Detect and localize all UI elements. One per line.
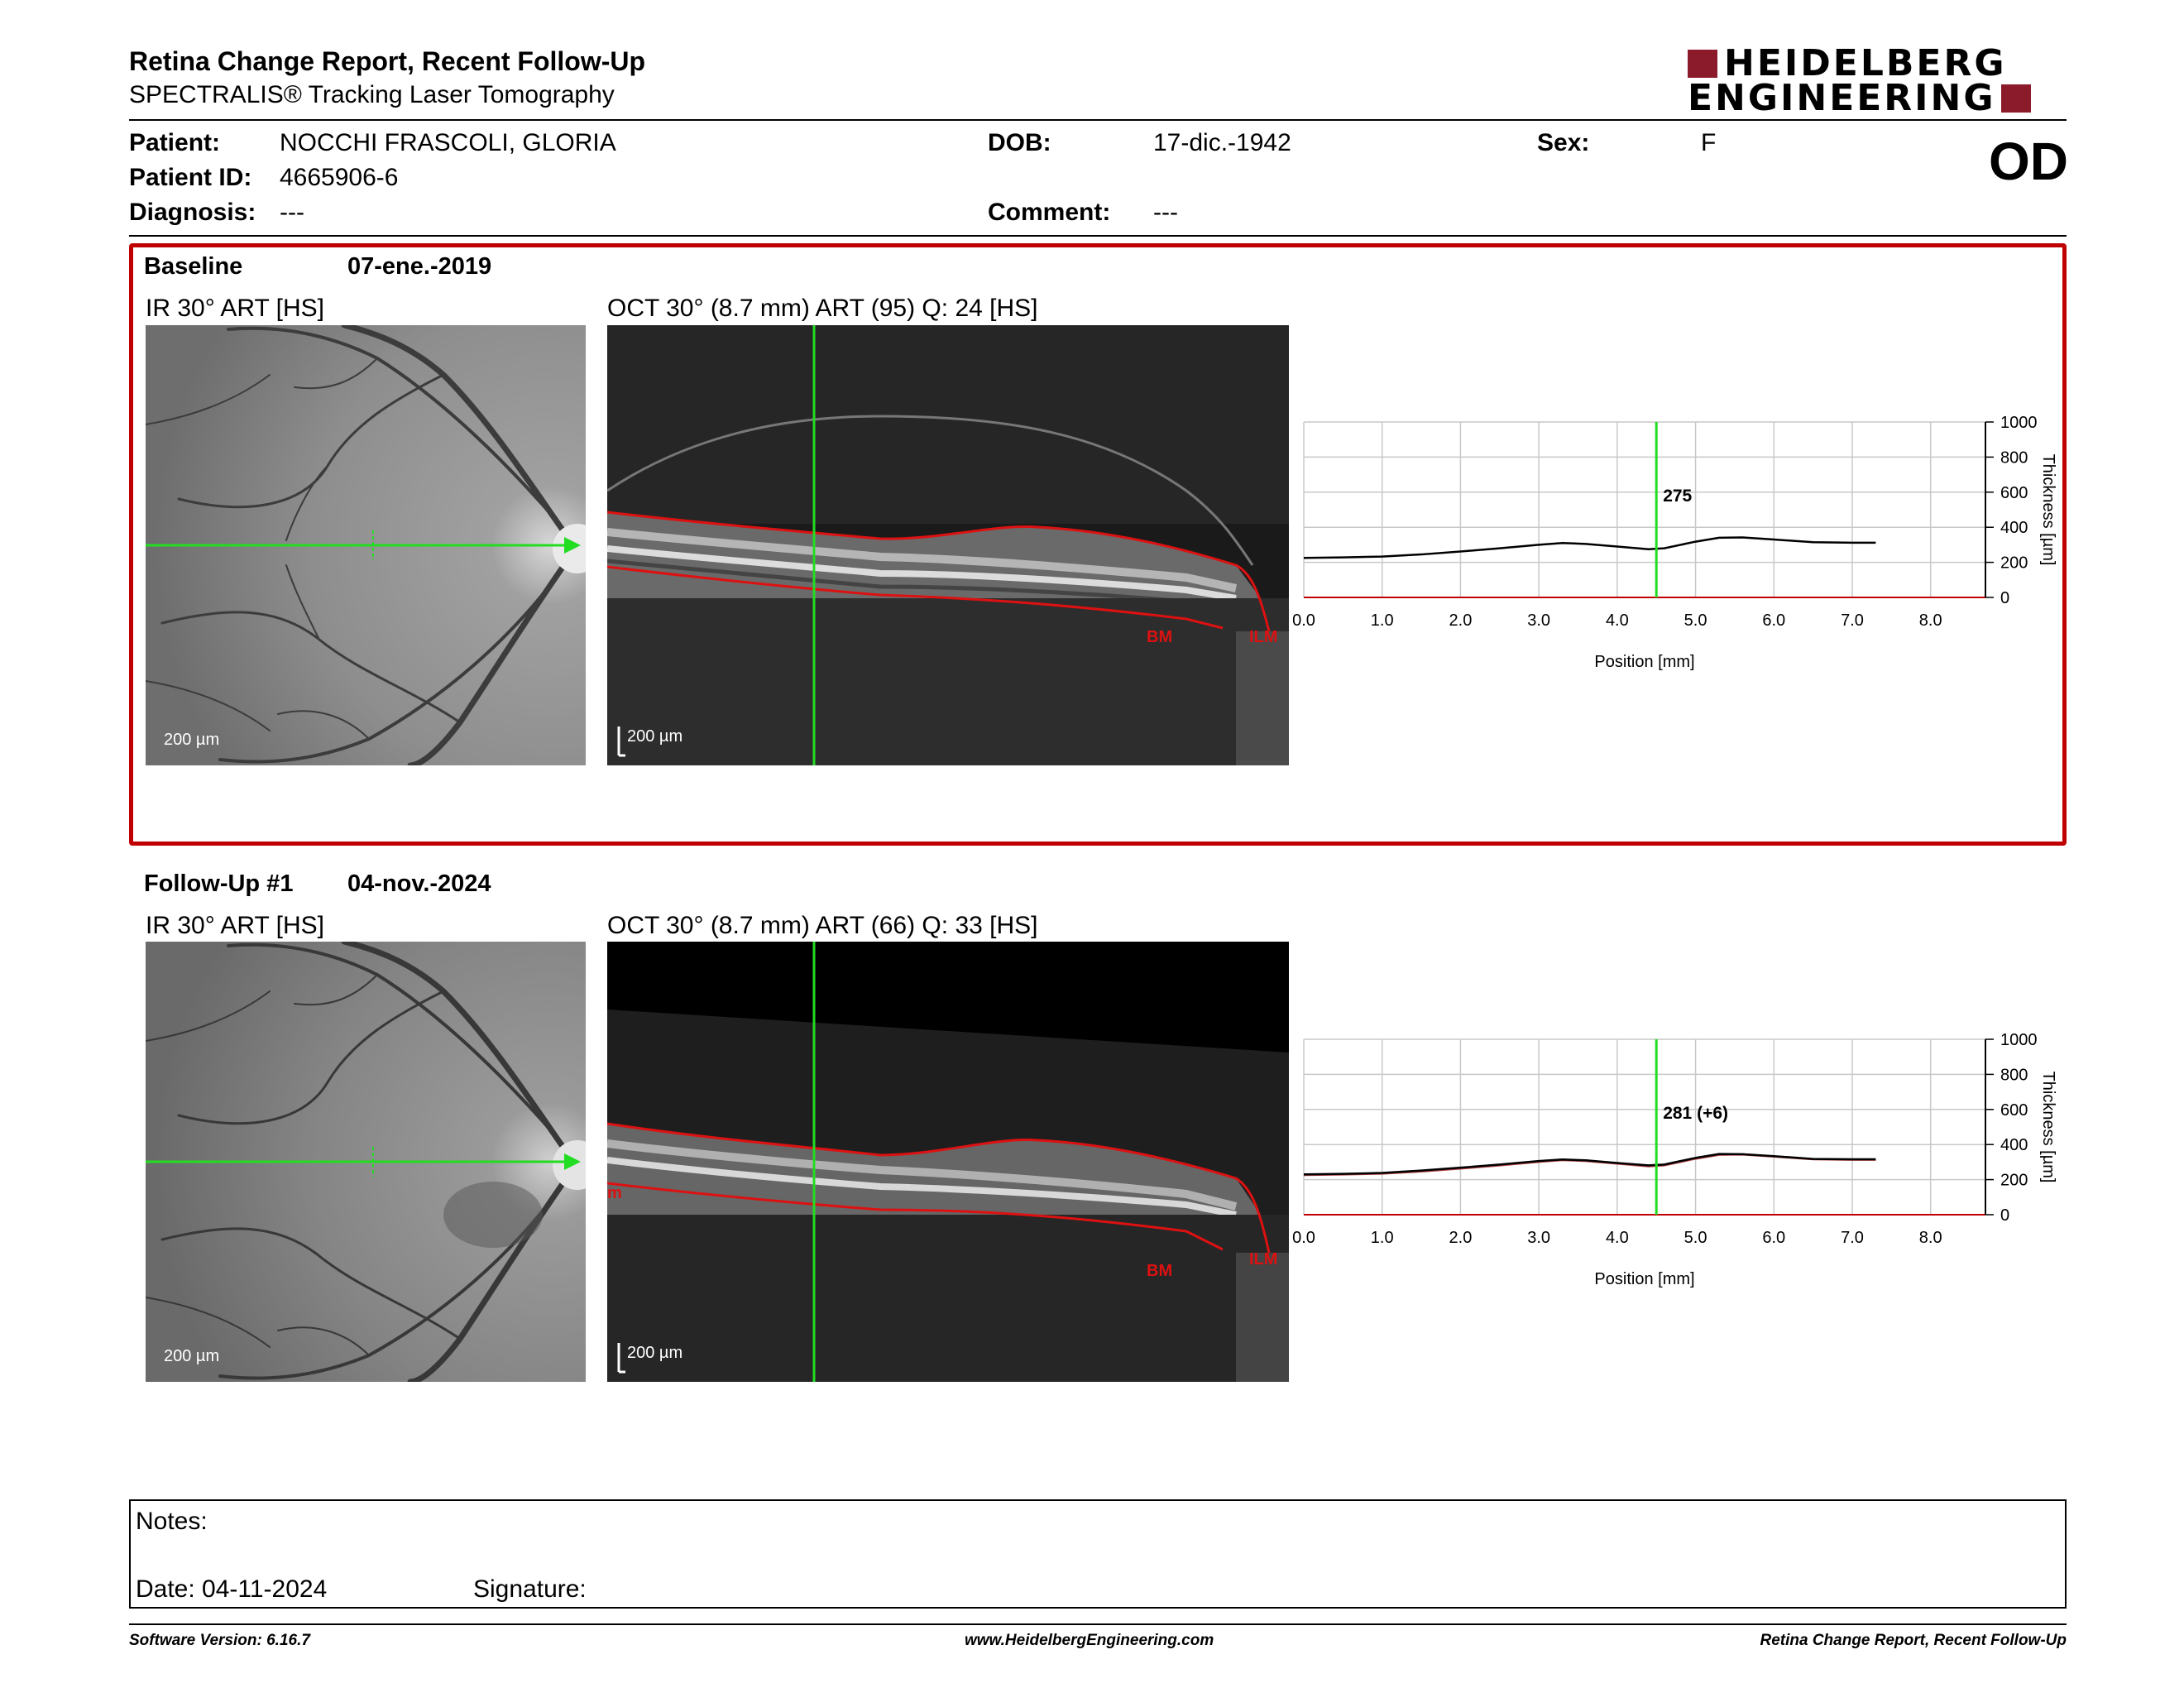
baseline-date: 07-ene.-2019 [347,253,492,280]
chart-x-tick-label: 8.0 [1919,1229,1942,1247]
report-subtitle: SPECTRALIS® Tracking Laser Tomography [129,81,615,108]
baseline-panel [129,243,2067,846]
chart-x-tick-label: 2.0 [1449,1229,1473,1247]
followup-date: 04-nov.-2024 [347,870,491,897]
chart-y-tick-label: 0 [2000,1206,2009,1225]
followup-oct-scale: 200 µm [627,1344,683,1362]
notes-label: Notes: [136,1508,208,1535]
chart-x-tick-label: 7.0 [1841,1229,1864,1247]
chart-y-axis-label: Thickness [µm] [2039,1072,2057,1183]
chart-x-tick-label: 2.0 [1449,611,1473,630]
followup-oct-caption: OCT 30° (8.7 mm) ART (66) Q: 33 [HS] [607,912,1038,939]
logo-text-line1: HEIDELBERG [1724,42,2007,84]
diagnosis-label: Diagnosis: [129,199,256,226]
footer-report-name: Retina Change Report, Recent Follow-Up [1760,1632,2067,1649]
diagnosis-value: --- [280,199,304,226]
chart-x-tick-label: 6.0 [1762,1229,1785,1247]
followup-bm-label: BM [1147,1262,1172,1280]
footer-website[interactable]: www.HeidelbergEngineering.com [965,1632,1214,1649]
chart-plot-area: 0.0 1.0 2.0 3.0 4.0 5.0 6.0 7.0 8.0 0 200 400 600 800… [1292,1031,2057,1288]
logo-square-icon [1688,50,1717,78]
footer-software-version: Software Version: 6.16.7 [129,1632,310,1649]
patient-id-label: Patient ID: [129,164,252,191]
chart-thickness-value-label: 281 (+6) [1663,1104,1728,1123]
chart-y-tick-label: 600 [2000,484,2028,502]
patient-label: Patient: [129,129,221,156]
footer-divider [129,1623,2067,1625]
patient-name: NOCCHI FRASCOLI, GLORIA [280,129,616,156]
chart-y-axis-label: Thickness [µm] [2039,454,2057,566]
followup-side-label: m [607,1184,622,1202]
baseline-oct-scale: 200 µm [627,727,683,746]
chart-x-tick-label: 1.0 [1371,611,1394,630]
chart-series-line [1303,536,1876,559]
eye-indicator: OD [1989,132,2068,191]
sex-value: F [1701,129,1717,156]
chart-x-tick-label: 3.0 [1527,611,1550,630]
baseline-ir-scale: 200 µm [164,731,220,749]
dob-label: DOB: [988,129,1051,156]
baseline-ir-image[interactable]: 200 µm [146,325,586,765]
sex-label: Sex: [1537,129,1590,156]
followup-label: Follow-Up #1 [144,870,294,897]
chart-x-tick-label: 5.0 [1684,611,1707,630]
chart-x-tick-label: 0.0 [1292,611,1315,630]
followup-ir-image[interactable]: 200 µm [146,942,586,1382]
baseline-ir-caption: IR 30° ART [HS] [146,295,324,322]
chart-series-line [1303,1153,1876,1176]
signature-label: Signature: [473,1575,587,1603]
patient-id: 4665906-6 [280,164,399,191]
comment-value: --- [1153,199,1178,226]
chart-x-tick-label: 8.0 [1919,611,1942,630]
chart-y-tick-label: 1000 [2000,1031,2038,1049]
chart-x-tick-label: 7.0 [1841,611,1864,630]
chart-x-tick-label: 4.0 [1606,1229,1629,1247]
comment-label: Comment: [988,199,1111,226]
date-label: Date: 04-11-2024 [136,1575,328,1603]
baseline-bm-label: BM [1147,628,1172,646]
baseline-label: Baseline [144,253,243,280]
chart-x-tick-label: 4.0 [1606,611,1629,630]
logo-text-line2: ENGINEERING [1688,77,1996,119]
chart-y-tick-label: 0 [2000,589,2009,607]
followup-ir-caption: IR 30° ART [HS] [146,912,324,939]
chart-x-tick-label: 3.0 [1527,1229,1550,1247]
chart-x-axis-label: Position [mm] [1594,653,1694,671]
heidelberg-logo: HEIDELBERG ENGINEERING [1688,42,2068,119]
chart-y-tick-label: 800 [2000,448,2028,467]
chart-x-tick-label: 6.0 [1762,611,1785,630]
followup-ir-scale: 200 µm [164,1347,220,1365]
chart-y-tick-label: 200 [2000,554,2028,573]
chart-y-tick-label: 1000 [2000,414,2038,432]
followup-thickness-chart: 0.0 1.0 2.0 3.0 4.0 5.0 6.0 7.0 8.0 0 200 400 600 800… [1292,1031,2057,1288]
baseline-ilm-label: ILM [1249,628,1277,646]
header-divider [129,119,2067,121]
chart-thickness-value-label: 275 [1663,487,1692,506]
followup-ilm-label: ILM [1249,1250,1277,1268]
chart-y-tick-label: 400 [2000,1136,2028,1154]
chart-y-tick-label: 600 [2000,1101,2028,1120]
dob-value: 17-dic.-1942 [1153,129,1291,156]
chart-x-tick-label: 1.0 [1371,1229,1394,1247]
baseline-oct-image[interactable]: BM ILM 200 µm [607,325,1289,765]
chart-y-tick-label: 800 [2000,1066,2028,1084]
baseline-thickness-chart: 0.0 1.0 2.0 3.0 4.0 5.0 6.0 7.0 8.0 0 200 400 600 800… [1292,414,2057,671]
chart-x-tick-label: 0.0 [1292,1229,1315,1247]
chart-plot-area: 0.0 1.0 2.0 3.0 4.0 5.0 6.0 7.0 8.0 0 200 400 600 800… [1292,414,2057,671]
chart-y-tick-label: 200 [2000,1172,2028,1190]
notes-box: Notes: Date: 04-11-2024 Signature: [129,1499,2067,1609]
logo-square-icon [2000,84,2031,113]
report-title: Retina Change Report, Recent Follow-Up [129,46,646,76]
chart-x-axis-label: Position [mm] [1594,1270,1694,1288]
patient-divider [129,235,2067,237]
chart-x-tick-label: 5.0 [1684,1229,1707,1247]
chart-y-tick-label: 400 [2000,519,2028,537]
followup-oct-image[interactable]: m BM ILM 200 µm [607,942,1289,1382]
baseline-oct-caption: OCT 30° (8.7 mm) ART (95) Q: 24 [HS] [607,295,1038,322]
